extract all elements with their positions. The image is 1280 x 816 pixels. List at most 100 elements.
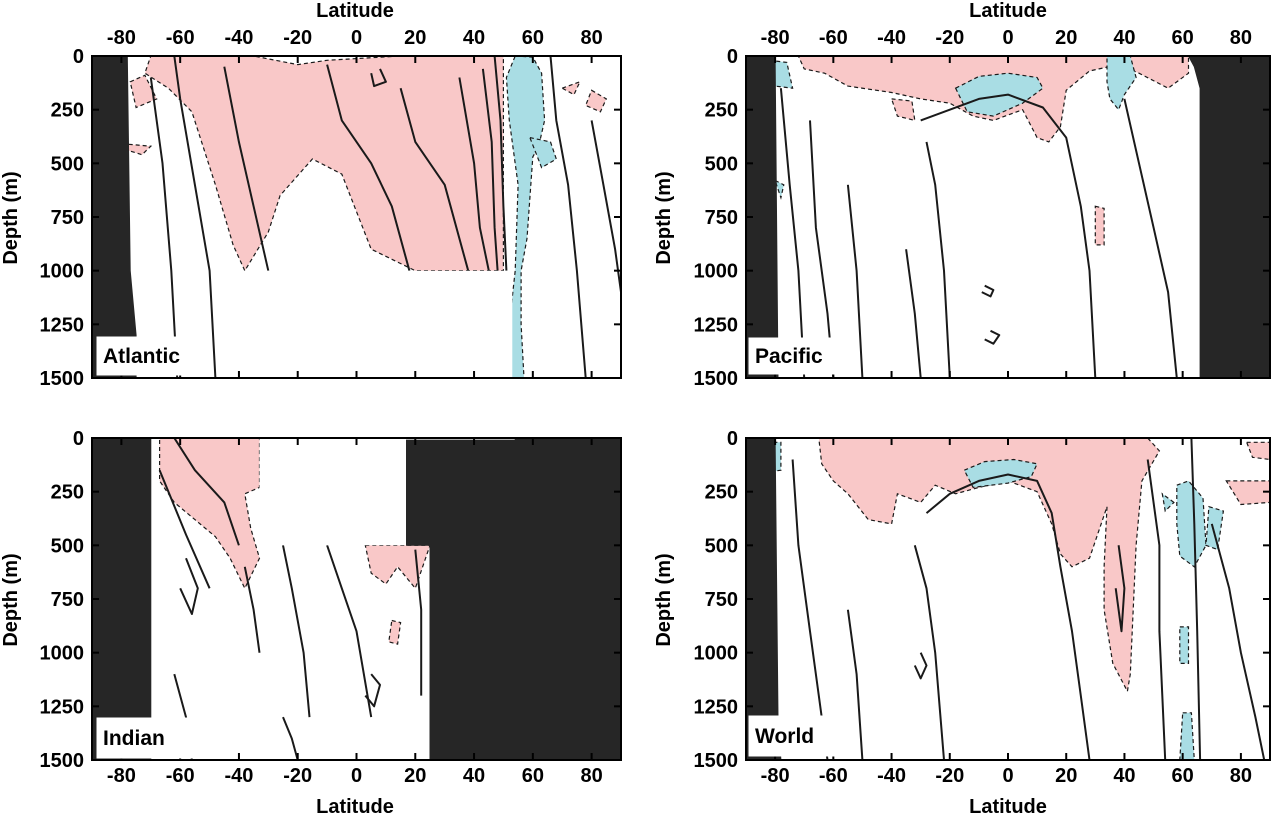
positive-region: [1225, 480, 1270, 506]
contour-line: [984, 329, 1001, 345]
no-data-mask: [259, 438, 407, 546]
y-tick-label: 0: [727, 46, 738, 68]
x-tick-label: 20: [1055, 765, 1077, 787]
panel-title-box: [748, 337, 852, 375]
y-tick-label: 1000: [694, 261, 739, 283]
plot-area: [746, 438, 1270, 760]
x-tick-label: 0: [351, 27, 362, 49]
contour-line: [1190, 438, 1202, 760]
x-tick-label: 80: [580, 765, 602, 787]
y-tick-label: 1000: [40, 261, 85, 283]
contour-line: [364, 673, 381, 708]
y-tick-label: 1250: [694, 314, 739, 336]
x-tick-label: 60: [1172, 27, 1194, 49]
y-tick-label: 250: [705, 482, 738, 504]
negative-region: [1205, 505, 1225, 551]
x-tick-label: 20: [404, 765, 426, 787]
y-tick-label: 250: [705, 100, 738, 122]
x-tick-label: 60: [522, 27, 544, 49]
y-tick-label: 1000: [694, 643, 739, 665]
negative-region: [1176, 480, 1207, 568]
positive-region: [560, 80, 582, 96]
x-tick-label: -80: [761, 27, 790, 49]
land-mask: [92, 56, 137, 378]
x-tick-label: -60: [166, 27, 195, 49]
contour-line: [920, 93, 1097, 378]
x-tick-label: 0: [1002, 765, 1013, 787]
panel-title: Pacific: [755, 345, 823, 368]
x-tick-label: 40: [463, 27, 485, 49]
negative-region: [1161, 492, 1175, 513]
contour-line: [326, 544, 373, 718]
panel-title: World: [755, 725, 814, 748]
y-tick-label: 1500: [40, 750, 85, 772]
contour-line: [282, 545, 311, 718]
positive-region: [584, 89, 608, 113]
positive-region: [818, 438, 1161, 694]
negative-region: [528, 136, 558, 169]
y-tick-label: 0: [73, 428, 84, 450]
x-tick-label: -20: [935, 27, 964, 49]
contour-line: [913, 545, 945, 760]
panel-atlantic: -80 -60 -40 -20 0 20 40 60 80 0 250 500 750 1000 1250 1…: [40, 27, 622, 390]
positive-region: [890, 98, 916, 122]
contour-line: [846, 609, 864, 760]
panel-title-box: [748, 715, 852, 757]
top-axis-label-right: Latitude: [969, 0, 1047, 22]
y-tick-label: 1500: [694, 750, 739, 772]
positive-region: [159, 438, 261, 590]
x-tick-label: -60: [819, 765, 848, 787]
contour-line: [370, 68, 387, 88]
contour-line: [223, 66, 270, 271]
x-tick-label: -80: [107, 27, 136, 49]
contour-line: [549, 56, 587, 378]
contour-line: [925, 473, 1091, 760]
plot-area: [92, 56, 621, 378]
panel-title: Indian: [103, 727, 165, 750]
x-tick-label: 40: [1113, 765, 1135, 787]
x-tick-label: -20: [283, 765, 312, 787]
contour-line: [846, 184, 864, 378]
x-tick-label: 40: [1113, 27, 1135, 49]
contour-line: [913, 652, 928, 680]
y-tick-label: 750: [51, 207, 84, 229]
x-tick-label: -80: [107, 765, 136, 787]
y-axis-label-world: Depth (m): [653, 553, 675, 646]
y-tick-label: 0: [727, 428, 738, 450]
x-tick-label: 60: [522, 765, 544, 787]
panel-title-box: [96, 336, 196, 376]
y-tick-label: 500: [705, 535, 738, 557]
y-tick-label: 500: [705, 153, 738, 175]
contour-line: [779, 88, 806, 378]
x-tick-label: 80: [580, 27, 602, 49]
y-tick-label: 750: [51, 589, 84, 611]
negative-region: [1106, 56, 1137, 111]
x-tick-label: 0: [351, 765, 362, 787]
contour-line: [243, 566, 261, 653]
contour-line: [173, 56, 217, 378]
contour-line: [414, 549, 423, 696]
panel-indian: -80 -60 -40 -20 0 20 40 60 80 0 250 500 750 1000 1250 1…: [40, 428, 622, 787]
no-data-mask: [259, 270, 513, 378]
land-mask: [1187, 56, 1270, 378]
y-tick-label: 1250: [40, 696, 85, 718]
negative-region: [954, 72, 1044, 117]
negative-region: [1179, 626, 1190, 665]
y-axis-label-pacific: Depth (m): [653, 171, 675, 264]
x-tick-label: -20: [283, 27, 312, 49]
land-mask: [92, 438, 152, 760]
x-tick-label: 20: [1055, 27, 1077, 49]
x-tick-label: -60: [166, 765, 195, 787]
y-axis-label-atlantic: Depth (m): [0, 171, 22, 264]
bottom-axis-label-left: Latitude: [316, 796, 394, 816]
x-tick-label: 20: [404, 27, 426, 49]
y-tick-label: 750: [705, 589, 738, 611]
y-axis-label-indian: Depth (m): [0, 553, 22, 646]
positive-region: [388, 619, 402, 645]
contour-line: [179, 557, 199, 615]
x-tick-label: -40: [224, 765, 253, 787]
y-tick-label: 250: [51, 482, 84, 504]
x-tick-label: -20: [935, 765, 964, 787]
plot-area: [92, 438, 621, 760]
y-tick-label: 500: [51, 153, 84, 175]
